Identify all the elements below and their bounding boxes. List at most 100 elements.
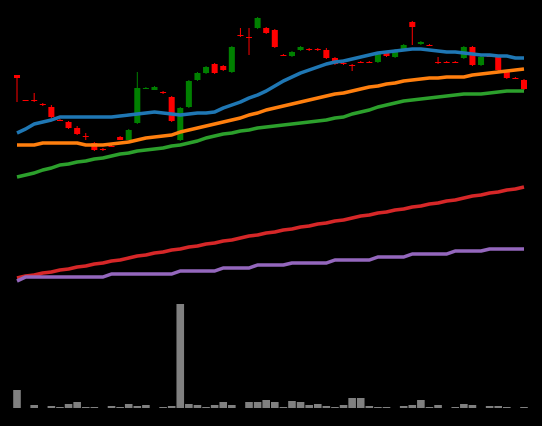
candle-body [211, 64, 218, 73]
volume-bar [228, 405, 236, 408]
candle-body [125, 130, 132, 140]
volume-bar [193, 405, 202, 408]
volume-bar [142, 405, 150, 408]
candle-body [263, 28, 270, 33]
volume-bar [159, 407, 167, 408]
volume-bar [408, 405, 417, 408]
volume-bar [271, 402, 279, 408]
candle-body [39, 104, 46, 105]
volume-bar [339, 405, 348, 408]
volume-bar [322, 406, 331, 408]
candle-body [22, 100, 29, 101]
moving-average-line [16, 47, 524, 135]
volume-bar [64, 404, 73, 408]
candle-body [503, 72, 510, 78]
candle-body [31, 100, 38, 101]
volume-bar [365, 406, 374, 408]
volume-bar [30, 405, 38, 408]
volume-bar [202, 407, 210, 408]
candle-body [194, 73, 201, 80]
candle-body [48, 107, 55, 117]
candle-body [160, 92, 167, 93]
volume-bar [288, 401, 296, 408]
volume-bar [133, 406, 142, 408]
candle-body [99, 149, 106, 150]
volume-bar [116, 407, 124, 408]
candle-body [478, 57, 485, 65]
volume-bar [56, 407, 64, 408]
moving-average-line [16, 185, 525, 280]
candle-body [306, 49, 313, 50]
volume-bar [176, 304, 185, 408]
candle-body [65, 122, 72, 128]
candle-body [443, 62, 450, 63]
candle-body [177, 108, 184, 140]
volume-bar [417, 400, 425, 408]
candle-body [374, 54, 381, 62]
moving-average-line [16, 247, 524, 283]
volume-bar [219, 402, 228, 408]
volume-bar [313, 404, 322, 408]
volume-bar [13, 390, 21, 408]
candle-body [56, 120, 63, 121]
moving-average-line [17, 67, 525, 147]
candle-body [237, 35, 244, 36]
volume-bar [468, 405, 477, 408]
volume-bar [296, 402, 305, 408]
moving-average-line [16, 89, 524, 179]
volume-bar [494, 406, 503, 408]
candle-body [426, 45, 433, 46]
candle-body [452, 62, 459, 63]
candle-body [74, 128, 81, 134]
volume-bar [210, 405, 219, 408]
candle-body [288, 52, 295, 56]
volume-bar [425, 407, 434, 408]
volume-bar [167, 406, 176, 408]
candle-body [151, 87, 158, 90]
volume-bar [503, 407, 511, 408]
candle-body [13, 75, 21, 78]
candle-body [108, 146, 115, 147]
volume-bar [305, 405, 313, 408]
candle-body [435, 62, 442, 63]
candle-body [246, 37, 253, 38]
candle-body [271, 30, 278, 47]
volume-bar [279, 407, 288, 408]
volume-bar [382, 407, 391, 408]
candle-body [142, 88, 149, 89]
candle-body [392, 50, 399, 57]
volume-bar [185, 404, 193, 408]
volume-bar [73, 402, 81, 408]
candle-body [314, 49, 321, 50]
volume-bar [460, 404, 468, 408]
volume-bar [253, 402, 262, 408]
volume-bar [485, 406, 494, 408]
candle-body [185, 81, 192, 107]
candle-body [203, 67, 210, 73]
volume-bar [374, 407, 382, 408]
candle-body [82, 136, 89, 137]
volume-bar [81, 407, 90, 408]
candle-body [383, 52, 390, 56]
volume-bar [356, 398, 365, 408]
volume-bar [451, 407, 460, 408]
candle-body [340, 63, 347, 64]
volume-bar [434, 405, 442, 408]
volume-bar [262, 400, 270, 408]
candle-body [469, 47, 476, 65]
volume-bar [348, 398, 356, 408]
volume-bar [245, 402, 253, 408]
candle-body [495, 57, 502, 70]
candle-body [357, 62, 364, 63]
candle-body [512, 78, 519, 79]
candle-body [297, 47, 304, 50]
volume-bar [90, 407, 99, 408]
candle-body [366, 62, 373, 63]
candle-body [349, 65, 356, 66]
candle-body [409, 22, 416, 27]
volume-bar [331, 407, 339, 408]
candle-body [220, 66, 227, 70]
